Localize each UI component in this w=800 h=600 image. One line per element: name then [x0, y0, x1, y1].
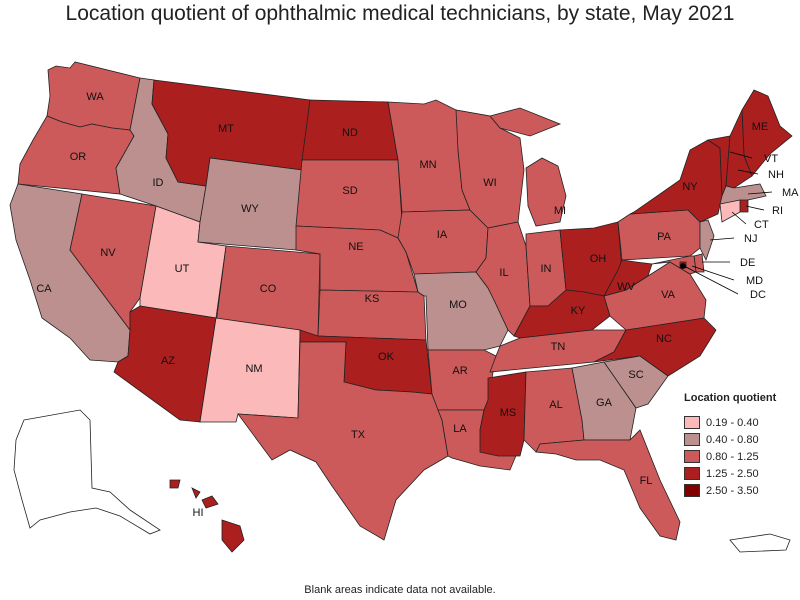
state-label: KY — [571, 305, 586, 317]
legend-label: 0.40 - 0.80 — [706, 433, 759, 446]
legend-swatch — [684, 484, 700, 497]
legend-swatch — [684, 416, 700, 429]
state-label: IA — [437, 229, 448, 241]
state-nc — [593, 317, 717, 377]
state-label: WV — [617, 281, 635, 293]
state-label: DC — [750, 289, 766, 301]
leader-line — [691, 265, 735, 281]
state-ak — [13, 409, 161, 535]
state-label: TX — [351, 429, 366, 441]
state-label: IN — [541, 263, 552, 275]
state-label: CT — [754, 219, 769, 231]
state-ks — [317, 289, 427, 341]
state-label: CO — [260, 283, 277, 295]
state-ar — [427, 349, 497, 411]
state-wv — [603, 259, 653, 297]
state-label: MN — [419, 159, 436, 171]
state-label: MA — [782, 187, 799, 199]
state-label: ME — [752, 121, 769, 133]
state-shapes — [9, 61, 793, 553]
map-title: Location quotient of ophthalmic medical … — [65, 2, 735, 25]
leader-line — [729, 151, 753, 159]
state-label: AR — [452, 365, 467, 377]
legend-swatch — [684, 450, 700, 463]
leader-line — [731, 211, 747, 225]
legend-label: 0.19 - 0.40 — [706, 416, 759, 429]
state-label: MO — [449, 299, 467, 311]
state-label: MT — [218, 123, 234, 135]
state-label: GA — [596, 397, 613, 409]
leader-line — [709, 237, 735, 241]
state-label: TN — [551, 341, 566, 353]
state-label: UT — [175, 263, 190, 275]
state-label: SD — [342, 185, 357, 197]
legend-label: 1.25 - 2.50 — [706, 467, 759, 480]
state-il — [475, 221, 531, 337]
state-label: NM — [245, 363, 262, 375]
leader-line — [747, 191, 773, 195]
state-label: CA — [36, 283, 52, 295]
state-label: OH — [590, 253, 607, 265]
state-hi — [169, 479, 245, 553]
legend-item: 1.25 - 2.50 — [684, 465, 796, 482]
state-label: MD — [746, 275, 763, 287]
legend: Location quotient 0.19 - 0.40 0.40 - 0.80… — [684, 392, 796, 499]
state-label: DE — [740, 257, 755, 269]
state-label: ND — [342, 127, 358, 139]
legend-item: 2.50 - 3.50 — [684, 482, 796, 499]
state-tx — [237, 341, 449, 541]
state-ct — [719, 199, 741, 223]
leader-line — [737, 169, 759, 175]
legend-title: Location quotient — [684, 392, 777, 404]
legend-label: 0.80 - 1.25 — [706, 450, 759, 463]
state-label: NC — [656, 333, 672, 345]
dc-marker — [680, 263, 686, 269]
state-label: KS — [365, 293, 380, 305]
state-nj — [699, 219, 715, 262]
state-fl — [535, 429, 681, 541]
state-label: VT — [764, 153, 778, 165]
state-pr — [729, 533, 791, 553]
state-label: NJ — [744, 233, 757, 245]
state-label: AL — [549, 399, 562, 411]
legend-item: 0.80 - 1.25 — [684, 448, 796, 465]
legend-items: 0.19 - 0.40 0.40 - 0.80 0.80 - 1.25 1.25 - … — [684, 414, 796, 499]
state-label: NV — [100, 247, 116, 259]
leader-line — [745, 205, 765, 211]
state-label: PA — [657, 231, 672, 243]
state-label: OR — [70, 151, 87, 163]
state-ny — [629, 139, 723, 223]
state-label: RI — [772, 205, 783, 217]
legend-label: 2.50 - 3.50 — [706, 484, 759, 497]
state-label: IL — [499, 267, 508, 279]
state-label: SC — [628, 369, 643, 381]
state-label: NH — [768, 169, 784, 181]
state-label: OK — [378, 351, 395, 363]
state-label: NY — [682, 181, 698, 193]
state-label: LA — [453, 423, 467, 435]
state-label: MI — [554, 205, 566, 217]
state-label: NE — [348, 241, 363, 253]
legend-item: 0.19 - 0.40 — [684, 414, 796, 431]
state-label: WY — [241, 203, 259, 215]
state-ia — [397, 209, 489, 275]
state-mi — [489, 107, 567, 227]
state-label: AZ — [161, 355, 175, 367]
state-label: HI — [193, 507, 204, 519]
state-sd — [295, 159, 403, 239]
legend-swatch — [684, 433, 700, 446]
state-label: MS — [500, 407, 517, 419]
leader-lines — [680, 151, 773, 295]
footnote: Blank areas indicate data not available. — [304, 584, 496, 596]
state-label: ID — [153, 177, 164, 189]
legend-item: 0.40 - 0.80 — [684, 431, 796, 448]
state-label: VA — [661, 289, 676, 301]
state-labels: WA OR CA NV ID UT AZ MT WY CO NM ND SD NE KS OK TX MN IA MO… — [36, 91, 799, 519]
leader-line — [683, 265, 739, 295]
state-label: WI — [483, 177, 496, 189]
state-label: WA — [86, 91, 104, 103]
state-label: FL — [640, 475, 653, 487]
legend-swatch — [684, 467, 700, 480]
